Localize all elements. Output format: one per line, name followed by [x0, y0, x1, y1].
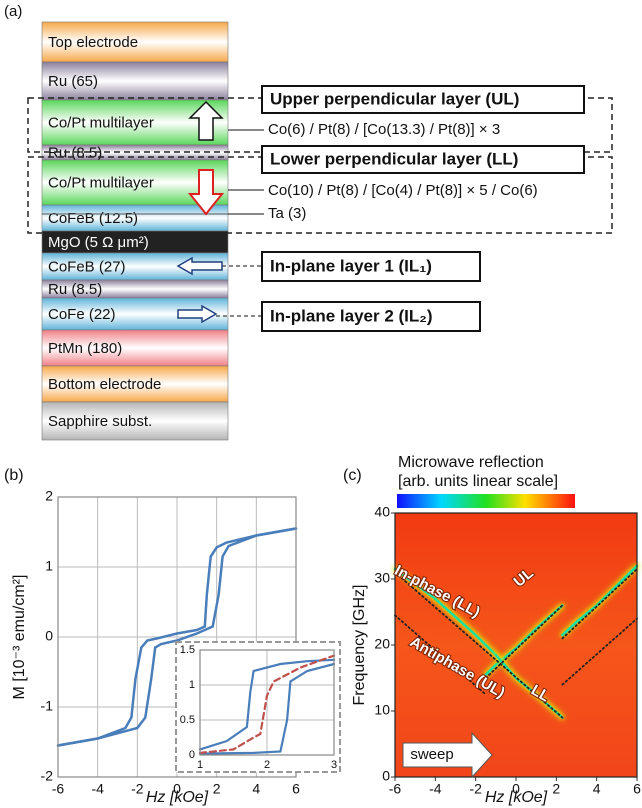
ul-title: Upper perpendicular layer (UL): [270, 89, 519, 108]
panel-label: (c): [343, 467, 362, 484]
x-tick-label: 2: [552, 780, 560, 796]
il1-title: In-plane layer 1 (IL₁): [270, 256, 432, 275]
x-tick-label: -6: [52, 780, 65, 796]
y-tick-label: 1.5: [180, 644, 195, 656]
y-tick-label: 20: [374, 636, 390, 652]
y-tick-label: 0: [382, 768, 390, 784]
ta-label: Ta (3): [268, 205, 306, 222]
x-tick-label: -2: [131, 780, 144, 796]
ll-detail: Co(10) / Pt(8) / [Co(4) / Pt(8)] × 5 / C…: [268, 182, 538, 199]
y-tick-label: 0: [189, 749, 195, 761]
x-tick-label: -6: [389, 780, 402, 796]
colorbar-title: [arb. units linear scale]: [398, 473, 558, 490]
x-axis-label: Hz [kOe]: [485, 789, 548, 806]
layer-label: Ru (8.5): [48, 281, 102, 298]
figure: (a) Top electrode Ru (65) Co/Pt multilayer…: [0, 0, 642, 808]
layer-stack: Top electrode Ru (65) Co/Pt multilayer Ru (…: [42, 22, 228, 440]
y-tick-label: 1: [189, 679, 195, 691]
x-tick-label: 6: [292, 780, 300, 796]
y-tick-label: 1: [45, 558, 53, 574]
y-tick-label: -2: [41, 768, 54, 784]
x-tick-label: -4: [429, 780, 442, 796]
y-axis-label: M [10⁻³ emu/cm²]: [11, 575, 28, 700]
x-tick-label: -4: [91, 780, 104, 796]
x-tick-label: 2: [264, 759, 270, 771]
y-tick-label: 0.5: [180, 714, 195, 726]
x-tick-label: 3: [331, 759, 337, 771]
ll-title: Lower perpendicular layer (LL): [270, 149, 518, 168]
x-tick-label: -2: [469, 780, 482, 796]
layer-label: PtMn (180): [48, 340, 122, 357]
y-tick-label: 10: [374, 702, 390, 718]
layer-label: CoFe (22): [48, 306, 116, 323]
layer-label: CoFeB (27): [48, 258, 126, 275]
colorbar-title: Microwave reflection: [398, 454, 544, 471]
layer-label: Top electrode: [48, 34, 138, 51]
layer-label: Bottom electrode: [48, 376, 161, 393]
layer-label: MgO (5 Ω μm²): [48, 234, 149, 251]
y-tick-label: 0: [45, 628, 53, 644]
x-axis-label: Hz [kOe]: [146, 789, 209, 806]
y-tick-label: -1: [41, 698, 54, 714]
y-tick-label: 2: [45, 488, 53, 504]
ul-detail: Co(6) / Pt(8) / [Co(13.3) / Pt(8)] × 3: [268, 121, 500, 138]
x-tick-label: 6: [633, 780, 641, 796]
panel-label: (b): [4, 467, 24, 484]
x-tick-label: 4: [593, 780, 601, 796]
x-tick-label: 1: [197, 759, 203, 771]
il2-title: In-plane layer 2 (IL₂): [270, 306, 432, 325]
y-tick-label: 40: [374, 504, 390, 520]
y-tick-label: 30: [374, 570, 390, 586]
layer-label: Ru (65): [48, 73, 98, 90]
y-axis-label: Frequency [GHz]: [351, 585, 368, 706]
x-tick-label: 4: [252, 780, 260, 796]
layer-label: Co/Pt multilayer: [48, 174, 154, 191]
layer-label: Co/Pt multilayer: [48, 114, 154, 131]
panel-label: (a): [4, 3, 22, 20]
annotation: sweep: [410, 746, 453, 763]
colorbar: [397, 494, 575, 508]
x-tick-label: 2: [213, 780, 221, 796]
layer-label: Ru (8.5): [48, 144, 102, 161]
layer-label: Sapphire subst.: [48, 413, 152, 430]
layer-label: CoFeB (12.5): [48, 210, 138, 227]
